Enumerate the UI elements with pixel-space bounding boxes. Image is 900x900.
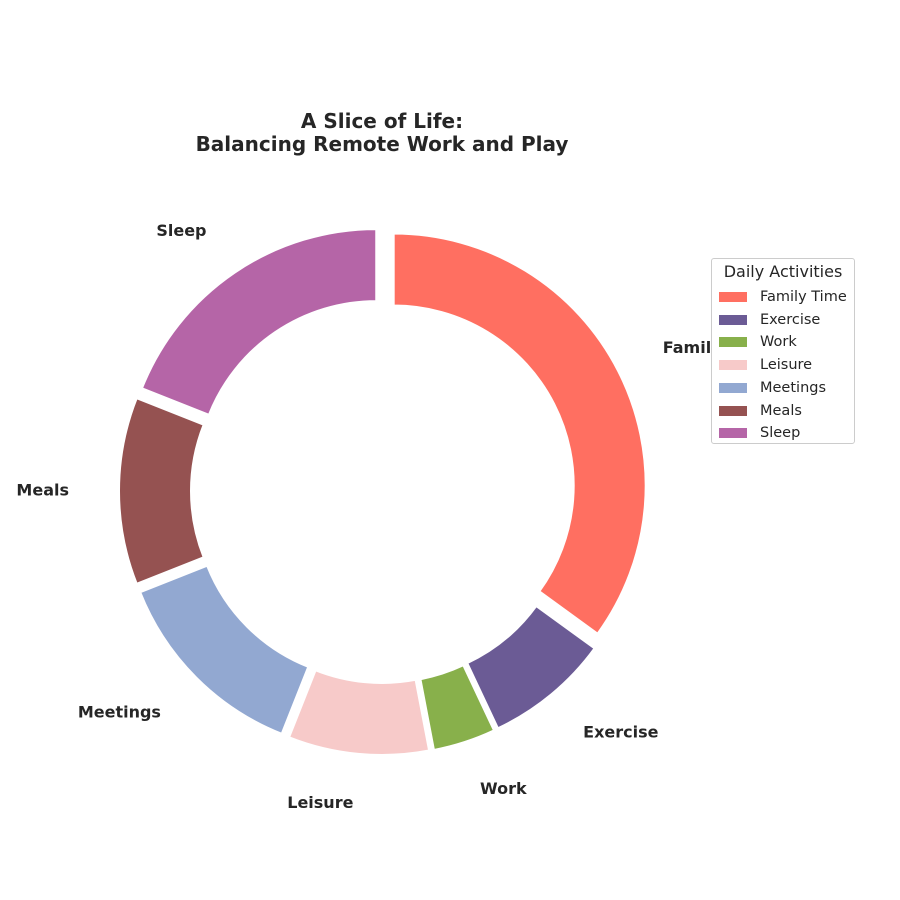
slice-label-work: Work	[480, 779, 527, 798]
legend-label: Leisure	[760, 357, 813, 374]
legend-item: Family Time	[719, 287, 847, 307]
legend-swatch	[719, 428, 747, 439]
legend-item: Meetings	[719, 378, 826, 398]
slices-group	[118, 228, 647, 756]
legend-label: Meetings	[760, 379, 827, 396]
slice-meetings	[138, 564, 310, 736]
legend-label: Exercise	[760, 311, 821, 328]
legend-swatch	[719, 292, 747, 302]
legend-swatch	[719, 360, 747, 371]
slice-family-time	[392, 232, 647, 636]
legend-label: Meals	[760, 402, 802, 419]
slice-meals	[118, 396, 205, 586]
slice-label-sleep: Sleep	[156, 221, 206, 240]
legend-item: Leisure	[719, 355, 812, 375]
chart-title-line: A Slice of Life:	[301, 109, 463, 133]
legend-label: Sleep	[760, 425, 801, 442]
legend-item: Sleep	[719, 423, 800, 443]
chart-title: A Slice of Life: Balancing Remote Work an…	[196, 109, 569, 156]
legend-label: Family Time	[760, 289, 847, 305]
legend-swatch	[719, 314, 747, 325]
legend-swatch	[719, 405, 747, 416]
chart-title-line: Balancing Remote Work and Play	[196, 132, 569, 156]
slice-labels-group: Family TimeExerciseWorkLeisureMeetingsMe…	[16, 221, 771, 812]
slice-label-leisure: Leisure	[287, 793, 353, 812]
slice-label-meetings: Meetings	[78, 703, 161, 722]
slice-label-exercise: Exercise	[583, 722, 658, 741]
legend: Daily Activities Family Time Exercise Work…	[711, 258, 855, 444]
legend-item: Exercise	[719, 310, 820, 330]
slice-exercise	[465, 604, 596, 730]
legend-item: Meals	[719, 401, 802, 421]
legend-label: Work	[760, 334, 797, 351]
slice-label-meals: Meals	[16, 481, 69, 500]
slice-leisure	[287, 669, 431, 756]
legend-swatch	[719, 382, 747, 393]
legend-swatch	[719, 337, 747, 348]
slice-sleep	[140, 228, 378, 417]
slice-work	[419, 663, 496, 752]
legend-title: Daily Activities	[723, 262, 843, 281]
legend-item: Work	[719, 332, 797, 352]
